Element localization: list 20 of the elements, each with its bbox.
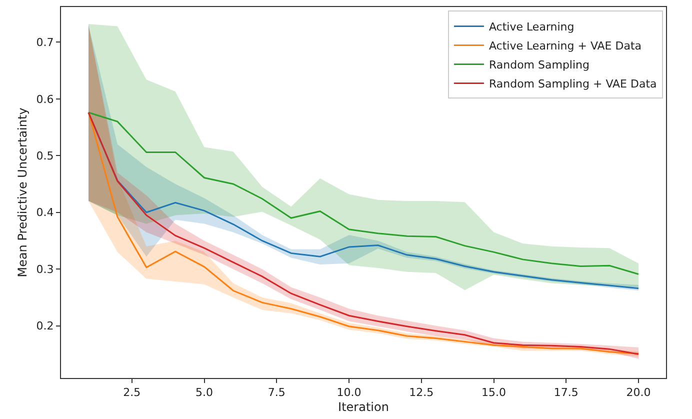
x-tick-label: 2.5 <box>123 386 141 400</box>
legend-label: Random Sampling <box>488 58 590 72</box>
x-tick-label: 15.0 <box>482 386 506 400</box>
x-tick-label: 17.5 <box>554 386 578 400</box>
x-axis-title: Iteration <box>338 400 389 414</box>
y-tick-label: 0.7 <box>36 36 54 50</box>
x-tick-label: 5.0 <box>196 386 214 400</box>
y-axis-title: Mean Predictive Uncertainty <box>16 108 30 278</box>
legend-label: Active Learning <box>488 20 574 34</box>
legend-label: Random Sampling + VAE Data <box>488 78 657 90</box>
y-tick-label: 0.6 <box>36 92 54 106</box>
legend-label: Active Learning + VAE Data <box>488 40 642 52</box>
y-tick-label: 0.3 <box>36 262 54 276</box>
y-tick-label: 0.2 <box>36 320 54 333</box>
y-tick-label: 0.4 <box>36 206 54 220</box>
x-tick-label: 10.0 <box>336 386 362 400</box>
x-tick-label: 12.5 <box>409 386 434 400</box>
y-tick-label: 0.5 <box>36 149 54 162</box>
x-tick-label: 7.5 <box>268 386 286 400</box>
x-tick-label: 20.0 <box>626 386 651 400</box>
